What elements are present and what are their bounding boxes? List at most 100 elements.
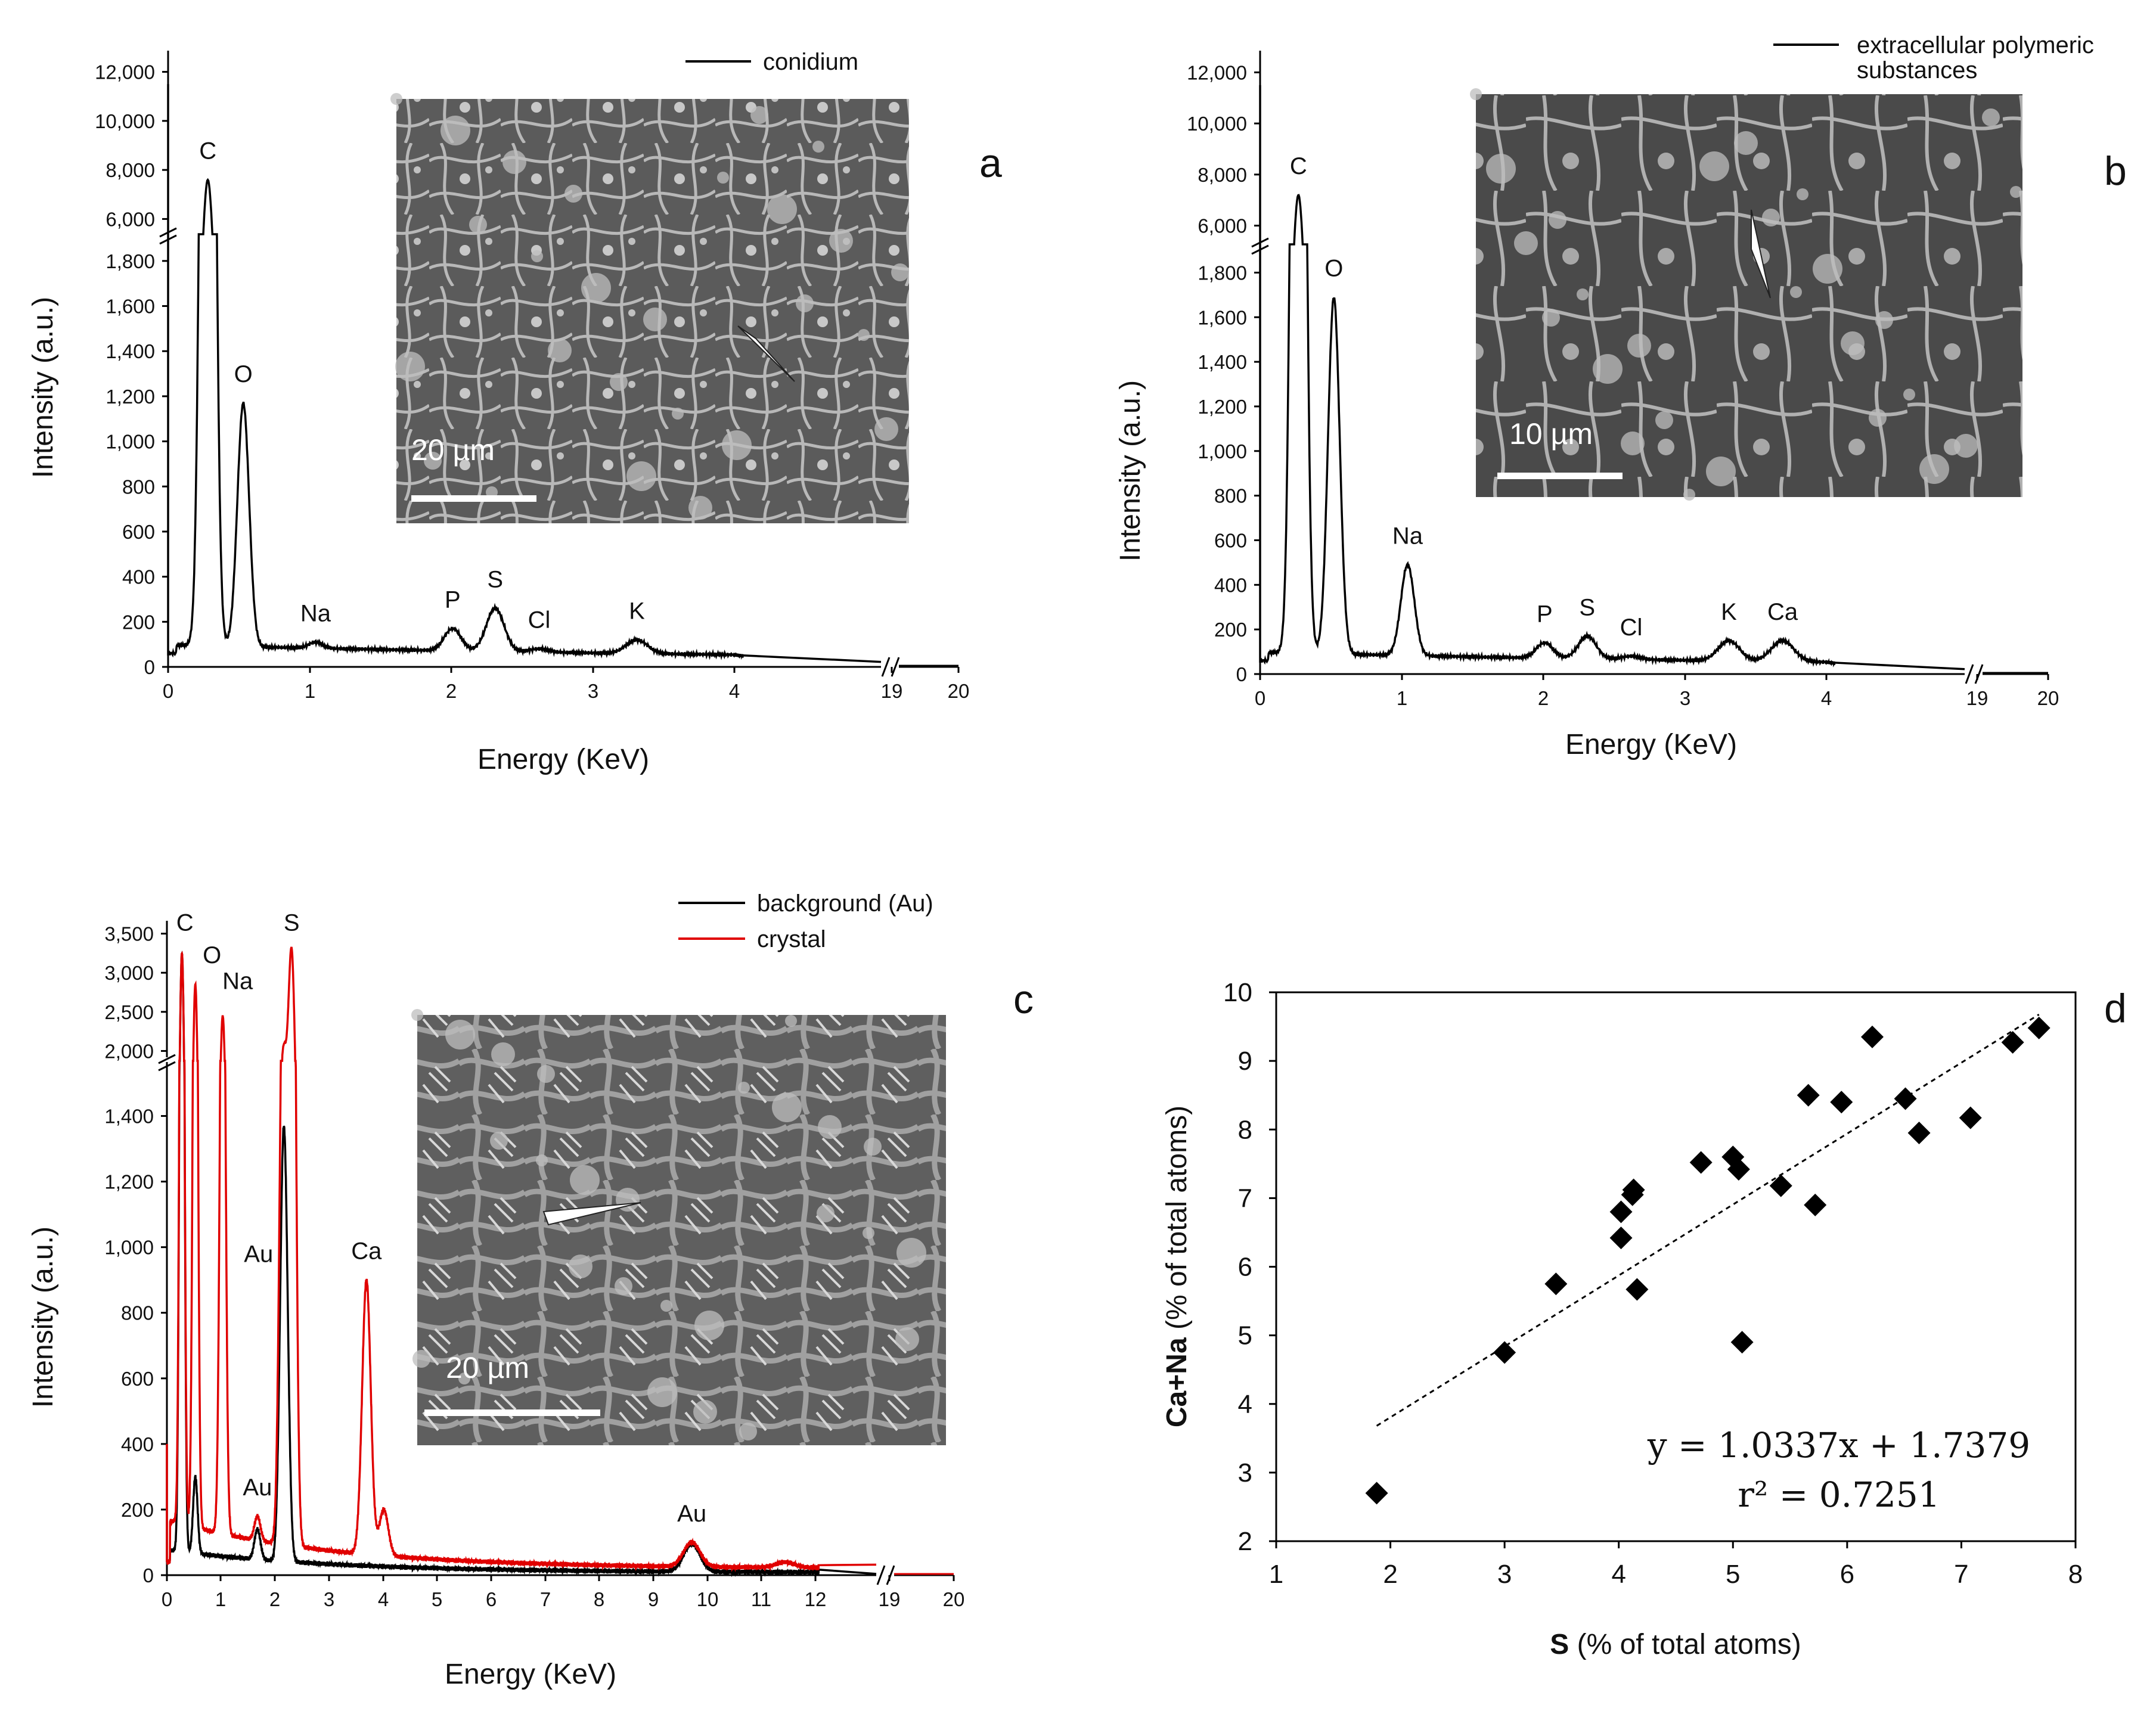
y-tick-label: 4 xyxy=(1238,1390,1252,1419)
y-tick-label: 10 xyxy=(1223,978,1252,1007)
series-line-1 xyxy=(166,946,877,1573)
sem-particle xyxy=(688,496,712,520)
sem-particle xyxy=(796,294,814,312)
sem-particle xyxy=(1869,409,1887,427)
legend-entry-label: conidium xyxy=(763,49,858,75)
sem-particle xyxy=(896,1238,926,1268)
x-tick-label: 19 xyxy=(879,1588,901,1610)
y-tick-label: 200 xyxy=(121,1499,154,1521)
sem-particle xyxy=(1699,151,1729,181)
x-break-mark xyxy=(891,657,900,677)
y-tick-label: 1,400 xyxy=(106,340,155,362)
y-tick-label: 1,400 xyxy=(104,1106,154,1128)
peak-label-s: S xyxy=(1579,594,1595,620)
sem-particle xyxy=(564,185,582,203)
x-break-mark xyxy=(1965,664,1974,684)
x-break-mark xyxy=(1974,664,1984,684)
scatter-point xyxy=(1625,1278,1649,1301)
x-tick-label: 2 xyxy=(1383,1560,1397,1589)
y-tick-label: 1,800 xyxy=(1198,262,1247,284)
sem-particle xyxy=(531,250,543,262)
y-axis-label: Intensity (a.u.) xyxy=(1115,380,1146,561)
y-tick-label: 800 xyxy=(122,476,155,498)
sem-particle xyxy=(767,194,797,224)
sem-particle xyxy=(1919,454,1949,484)
sem-particle xyxy=(536,1154,548,1166)
sem-particle xyxy=(858,329,870,341)
scale-bar xyxy=(424,1409,600,1416)
sem-particle xyxy=(569,1255,592,1278)
x-tick-label: 3 xyxy=(588,680,598,702)
sem-inset-image xyxy=(417,1015,946,1445)
scatter-point xyxy=(1609,1227,1633,1250)
sem-particle xyxy=(502,150,526,174)
sem-particle xyxy=(891,263,909,281)
sem-particle xyxy=(1577,288,1589,300)
y-tick-label: 9 xyxy=(1238,1047,1252,1076)
peak-label-cl: Cl xyxy=(1620,614,1643,641)
sem-particle xyxy=(785,1015,797,1027)
peak-label-k: K xyxy=(1721,599,1737,625)
sem-particle xyxy=(469,216,487,234)
scatter-point xyxy=(1907,1122,1931,1145)
sem-particle xyxy=(672,408,684,420)
y-tick-label: 400 xyxy=(121,1433,154,1455)
sem-particle xyxy=(643,308,667,331)
x-tick-label: 6 xyxy=(486,1588,497,1610)
sem-particle xyxy=(537,1065,555,1083)
sem-particle xyxy=(395,352,425,381)
trendline xyxy=(1376,1013,2040,1427)
peak-label-ca: Ca xyxy=(351,1238,382,1265)
x-tick-label: 4 xyxy=(378,1588,389,1610)
sem-particle xyxy=(1954,434,1978,458)
sem-particle xyxy=(829,229,853,253)
x-tick-label: 4 xyxy=(1611,1560,1625,1589)
x-axis-label: Energy (KeV) xyxy=(445,1659,616,1690)
x-tick-label: 3 xyxy=(1680,687,1690,709)
scatter-point xyxy=(1493,1341,1516,1364)
x-tick-label: 2 xyxy=(446,680,457,702)
x-tick-label: 0 xyxy=(1255,687,1265,709)
y-tick-label: 1,400 xyxy=(1198,351,1247,373)
sem-particle xyxy=(458,1373,470,1384)
y-tick-label: 0 xyxy=(143,1564,154,1586)
y-tick-label: 600 xyxy=(122,521,155,543)
x-tick-label: 7 xyxy=(1954,1560,1968,1589)
y-break-mark xyxy=(158,1054,176,1064)
sem-particle xyxy=(660,1300,672,1312)
sem-particle xyxy=(1797,188,1808,200)
x-tick-label: 20 xyxy=(948,680,970,702)
sem-particle xyxy=(717,172,729,184)
x-tick-label: 2 xyxy=(1538,687,1549,709)
x-tick-label: 1 xyxy=(1397,687,1407,709)
scatter-point xyxy=(2027,1016,2050,1039)
peak-label-c: C xyxy=(199,138,216,164)
y-tick-label: 6 xyxy=(1238,1253,1252,1282)
y-tick-label: 1,600 xyxy=(106,296,155,318)
panel-letter: c xyxy=(1013,977,1034,1022)
legend-entry-label: crystal xyxy=(757,926,826,952)
y-tick-label: 2,000 xyxy=(104,1040,154,1062)
x-axis-label: S (% of total atoms) xyxy=(1550,1629,1801,1660)
scatter-point xyxy=(1797,1083,1820,1107)
x-tick-label: 1 xyxy=(1269,1560,1283,1589)
peak-label-p: P xyxy=(445,587,461,613)
y-tick-label: 1,200 xyxy=(1198,396,1247,418)
y-tick-label: 1,200 xyxy=(104,1171,154,1193)
y-tick-label: 0 xyxy=(144,656,155,678)
peak-label-p: P xyxy=(1537,601,1553,628)
scatter-point xyxy=(1544,1272,1568,1296)
y-tick-label: 8,000 xyxy=(1198,164,1247,186)
sem-particle xyxy=(1470,88,1482,100)
scatter-point xyxy=(1959,1106,1982,1129)
y-tick-label: 2 xyxy=(1238,1527,1252,1556)
sem-particle xyxy=(2010,186,2022,198)
x-axis-label: Energy (KeV) xyxy=(1565,729,1737,760)
y-tick-label: 5 xyxy=(1238,1321,1252,1350)
y-tick-label: 3,000 xyxy=(104,962,154,984)
peak-label-s: S xyxy=(284,910,300,936)
x-tick-label: 0 xyxy=(163,680,173,702)
sem-particle xyxy=(445,1020,475,1050)
